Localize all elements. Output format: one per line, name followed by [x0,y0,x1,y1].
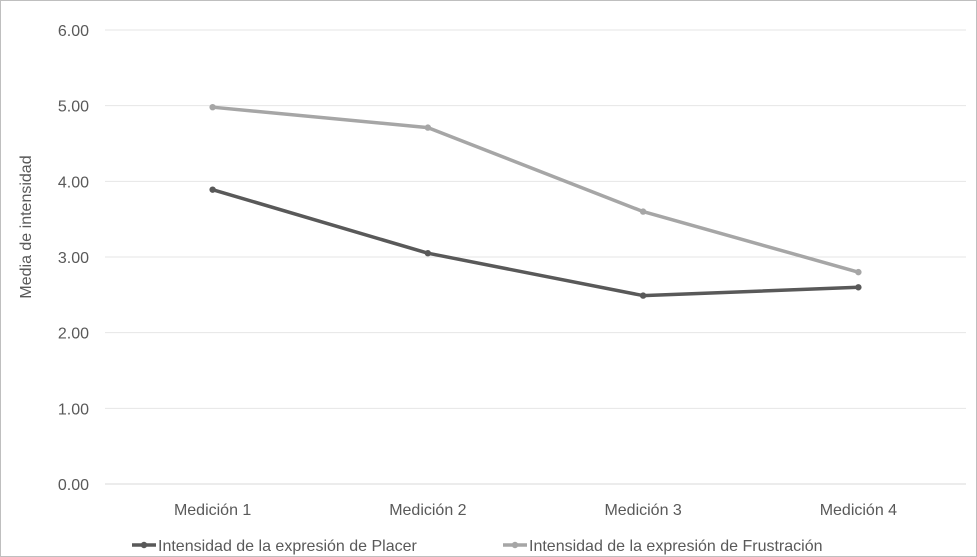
y-tick-label: 5.00 [58,99,89,116]
legend-label: Intensidad de la expresión de Frustració… [529,538,823,555]
legend-item: Intensidad de la expresión de Frustració… [503,538,823,555]
y-tick-label: 4.00 [58,174,89,191]
x-tick-label: Medición 1 [174,502,251,519]
gridlines [105,29,966,485]
data-point [855,284,862,291]
data-point [855,268,862,276]
y-axis-title: Media de intensidad [18,155,35,298]
x-tick-label: Medición 2 [389,502,466,519]
data-point [424,250,432,257]
y-tick-label: 2.00 [58,326,89,343]
x-tick-label: Medición 3 [604,502,681,519]
data-point [424,124,432,131]
y-tick-label: 6.00 [58,23,89,40]
data-point [639,208,647,215]
data-point [639,292,647,299]
y-tick-label: 0.00 [58,477,89,494]
legend: Intensidad de la expresión de Placer Inte… [132,538,823,555]
y-tick-label: 1.00 [58,401,89,418]
x-axis-tick-labels: Medición 1 Medición 2 Medición 3 Medición 4 [174,502,897,519]
series-1 [209,186,862,299]
data-point [209,186,216,193]
series-2 [209,103,862,276]
series-lines [209,103,862,299]
y-tick-label: 3.00 [58,250,89,267]
legend-item: Intensidad de la expresión de Placer [132,538,418,555]
legend-swatch-marker [140,541,148,549]
legend-label: Intensidad de la expresión de Placer [158,538,418,555]
y-axis-tick-labels: 0.00 1.00 2.00 3.00 4.00 5.00 6.00 [58,23,89,494]
x-tick-label: Medición 4 [820,502,897,519]
data-point [209,103,216,111]
series-line [210,105,861,274]
series-line [210,187,861,298]
legend-swatch-marker [511,541,519,549]
